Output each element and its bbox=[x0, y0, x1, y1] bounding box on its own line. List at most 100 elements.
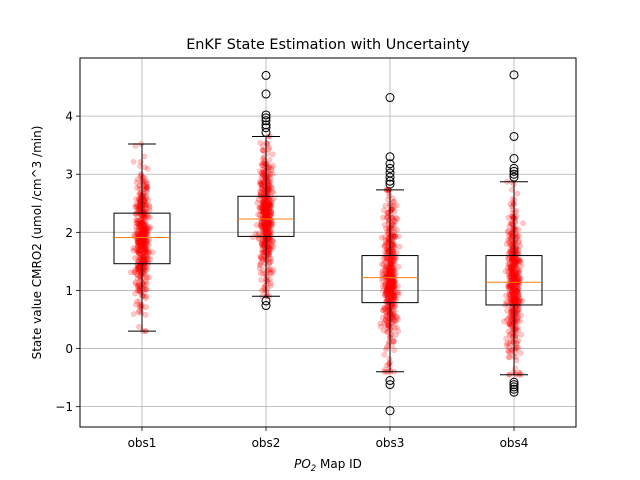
data-point bbox=[134, 217, 141, 224]
data-point bbox=[258, 179, 264, 186]
data-point bbox=[139, 226, 146, 233]
data-point bbox=[391, 257, 397, 263]
data-point bbox=[389, 206, 395, 213]
data-point bbox=[390, 283, 396, 290]
data-point bbox=[390, 285, 396, 292]
data-point bbox=[262, 202, 268, 209]
data-point bbox=[130, 247, 137, 254]
data-point bbox=[130, 158, 137, 165]
data-point bbox=[389, 278, 396, 285]
data-point bbox=[261, 206, 267, 213]
data-point bbox=[264, 221, 271, 228]
data-point bbox=[135, 239, 141, 246]
data-point bbox=[137, 190, 144, 197]
data-point bbox=[260, 201, 266, 208]
data-point bbox=[388, 259, 395, 265]
data-point bbox=[135, 243, 141, 250]
data-point bbox=[263, 210, 270, 217]
x-axis-label-italic: PO bbox=[294, 457, 311, 471]
data-point bbox=[135, 197, 142, 203]
data-point bbox=[385, 291, 392, 297]
data-point bbox=[267, 178, 274, 185]
data-point bbox=[386, 255, 392, 262]
data-point bbox=[262, 207, 268, 213]
data-point bbox=[391, 292, 397, 299]
data-point bbox=[517, 350, 524, 356]
data-point bbox=[264, 224, 271, 230]
data-point bbox=[140, 244, 146, 251]
data-point bbox=[263, 211, 269, 218]
data-point bbox=[265, 230, 272, 236]
x-tick-label: obs2 bbox=[252, 436, 281, 450]
data-point bbox=[390, 265, 397, 272]
data-point bbox=[386, 239, 393, 245]
data-point bbox=[386, 265, 393, 272]
data-point bbox=[267, 212, 273, 218]
data-point bbox=[137, 243, 144, 250]
data-point bbox=[143, 202, 150, 209]
data-point bbox=[256, 265, 263, 272]
data-point bbox=[138, 213, 145, 220]
data-point bbox=[379, 283, 386, 290]
data-point bbox=[390, 280, 397, 287]
data-point bbox=[139, 223, 146, 230]
data-point bbox=[263, 189, 270, 196]
data-point bbox=[259, 173, 266, 179]
data-point bbox=[143, 192, 150, 199]
data-point bbox=[392, 283, 398, 290]
data-point bbox=[263, 190, 270, 197]
data-point bbox=[387, 316, 394, 322]
data-point bbox=[269, 237, 276, 244]
data-point bbox=[387, 242, 394, 248]
data-point bbox=[262, 214, 268, 220]
data-point bbox=[516, 302, 522, 309]
data-point bbox=[142, 260, 149, 266]
data-point bbox=[133, 195, 139, 202]
data-point bbox=[389, 271, 396, 277]
data-point bbox=[257, 181, 263, 188]
data-point bbox=[262, 227, 268, 234]
data-point bbox=[263, 204, 270, 211]
data-point bbox=[387, 276, 394, 283]
chart-title: EnKF State Estimation with Uncertainty bbox=[186, 37, 470, 53]
data-point bbox=[143, 248, 150, 255]
data-point bbox=[139, 201, 146, 208]
data-point bbox=[139, 254, 146, 261]
data-point bbox=[262, 205, 269, 212]
data-point bbox=[390, 291, 397, 298]
data-point bbox=[142, 245, 149, 251]
data-point bbox=[145, 213, 152, 220]
data-point bbox=[264, 198, 270, 204]
data-point bbox=[386, 280, 392, 287]
data-point bbox=[266, 145, 273, 151]
data-point bbox=[268, 228, 274, 235]
data-point bbox=[135, 238, 142, 244]
y-tick-label: 2 bbox=[65, 226, 73, 240]
data-point bbox=[265, 196, 272, 203]
data-point bbox=[137, 288, 143, 294]
data-point bbox=[388, 267, 395, 274]
data-point bbox=[135, 203, 142, 210]
data-point bbox=[141, 290, 147, 297]
data-point bbox=[392, 233, 399, 239]
data-point bbox=[267, 216, 274, 223]
data-point bbox=[146, 249, 152, 256]
data-point bbox=[138, 240, 145, 246]
data-point bbox=[514, 339, 521, 346]
data-point bbox=[133, 224, 140, 230]
data-point bbox=[263, 202, 270, 209]
data-point bbox=[262, 230, 269, 236]
data-point bbox=[261, 179, 267, 186]
data-point bbox=[389, 253, 396, 260]
data-point bbox=[263, 208, 270, 214]
data-point bbox=[518, 331, 525, 338]
data-point bbox=[142, 245, 149, 251]
data-point bbox=[382, 290, 389, 297]
data-point bbox=[132, 204, 139, 210]
data-point bbox=[140, 242, 147, 249]
data-point bbox=[259, 207, 266, 214]
data-point bbox=[388, 258, 394, 265]
data-point bbox=[138, 220, 145, 227]
data-point bbox=[383, 245, 390, 252]
data-point bbox=[513, 357, 520, 364]
